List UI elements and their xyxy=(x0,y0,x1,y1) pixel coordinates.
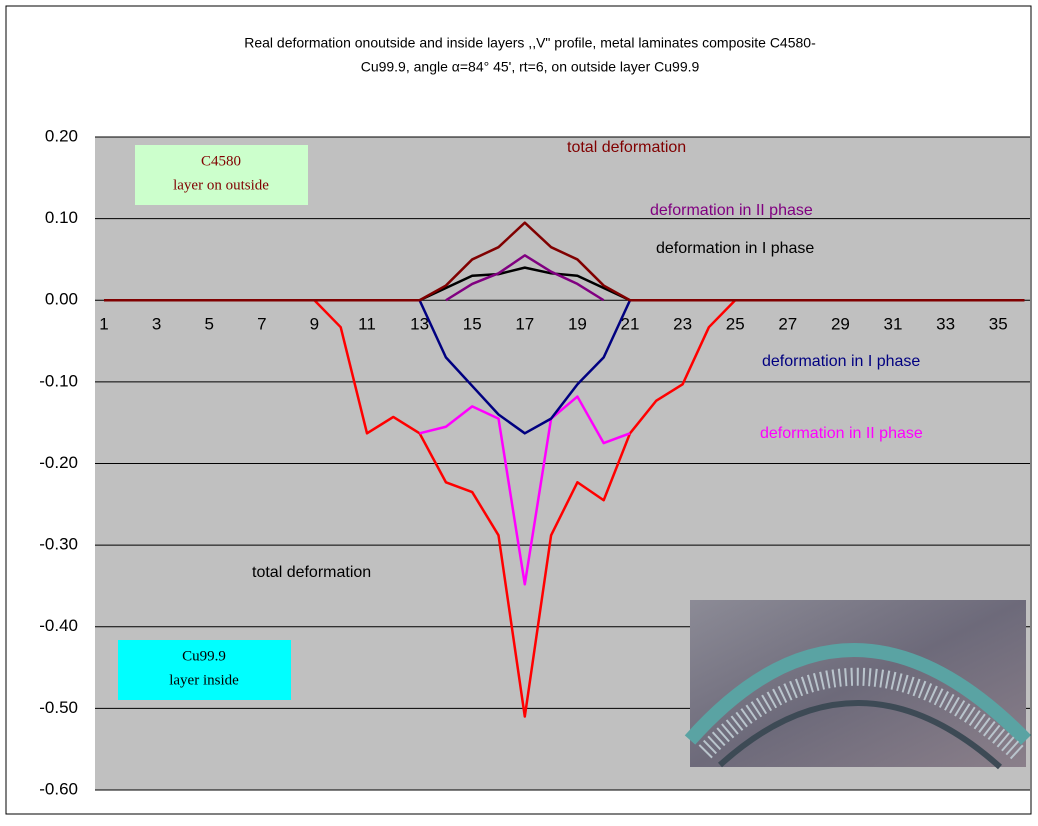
series-line xyxy=(419,395,631,586)
x-tick-label: 5 xyxy=(204,315,213,334)
x-tick-label: 35 xyxy=(989,315,1008,334)
chart-title: Cu99.9, angle α=84° 45', rt=6, on outsid… xyxy=(361,59,700,75)
x-tick-label: 13 xyxy=(410,315,429,334)
series-label: total deformation xyxy=(252,564,371,581)
y-tick-label: -0.20 xyxy=(39,453,78,472)
y-tick-label: -0.10 xyxy=(39,371,78,390)
x-tick-label: 29 xyxy=(831,315,850,334)
chart-title: Real deformation onoutside and inside la… xyxy=(244,35,816,51)
series-line xyxy=(104,221,1025,302)
series-label: total deformation xyxy=(567,139,686,156)
x-tick-label: 7 xyxy=(257,315,266,334)
x-tick-label: 1 xyxy=(99,315,108,334)
text-box-line: C4580 xyxy=(201,153,241,169)
x-tick-label: 21 xyxy=(621,315,640,334)
y-tick-label: -0.30 xyxy=(39,535,78,554)
x-tick-label: 9 xyxy=(310,315,319,334)
series-label: deformation in II phase xyxy=(650,202,813,219)
x-tick-label: 33 xyxy=(936,315,955,334)
x-tick-label: 25 xyxy=(726,315,745,334)
text-box-line: Cu99.9 xyxy=(182,648,226,664)
x-tick-label: 17 xyxy=(515,315,534,334)
y-tick-label: 0.20 xyxy=(45,126,78,145)
y-tick-label: -0.60 xyxy=(39,779,78,798)
x-tick-label: 19 xyxy=(568,315,587,334)
text-box-line: layer on outside xyxy=(173,177,269,193)
y-tick-label: 0.10 xyxy=(45,208,78,227)
series-line xyxy=(418,299,632,435)
text-box xyxy=(118,640,291,700)
series-label: deformation in I phase xyxy=(762,353,920,370)
y-tick-label: -0.40 xyxy=(39,616,78,635)
y-tick-label: 0.00 xyxy=(45,290,78,309)
y-tick-label: -0.50 xyxy=(39,698,78,717)
text-box-line: layer inside xyxy=(169,672,239,688)
photo-inset xyxy=(684,600,1032,770)
x-tick-label: 27 xyxy=(778,315,797,334)
series-line xyxy=(445,254,605,302)
x-tick-label: 15 xyxy=(463,315,482,334)
x-tick-label: 11 xyxy=(358,315,376,334)
x-tick-label: 3 xyxy=(152,315,161,334)
series-label: deformation in I phase xyxy=(656,240,814,257)
x-tick-label: 31 xyxy=(884,315,903,334)
series-line xyxy=(419,266,631,302)
text-box xyxy=(135,145,308,205)
series-label: deformation in II phase xyxy=(760,425,923,442)
x-tick-label: 23 xyxy=(673,315,692,334)
